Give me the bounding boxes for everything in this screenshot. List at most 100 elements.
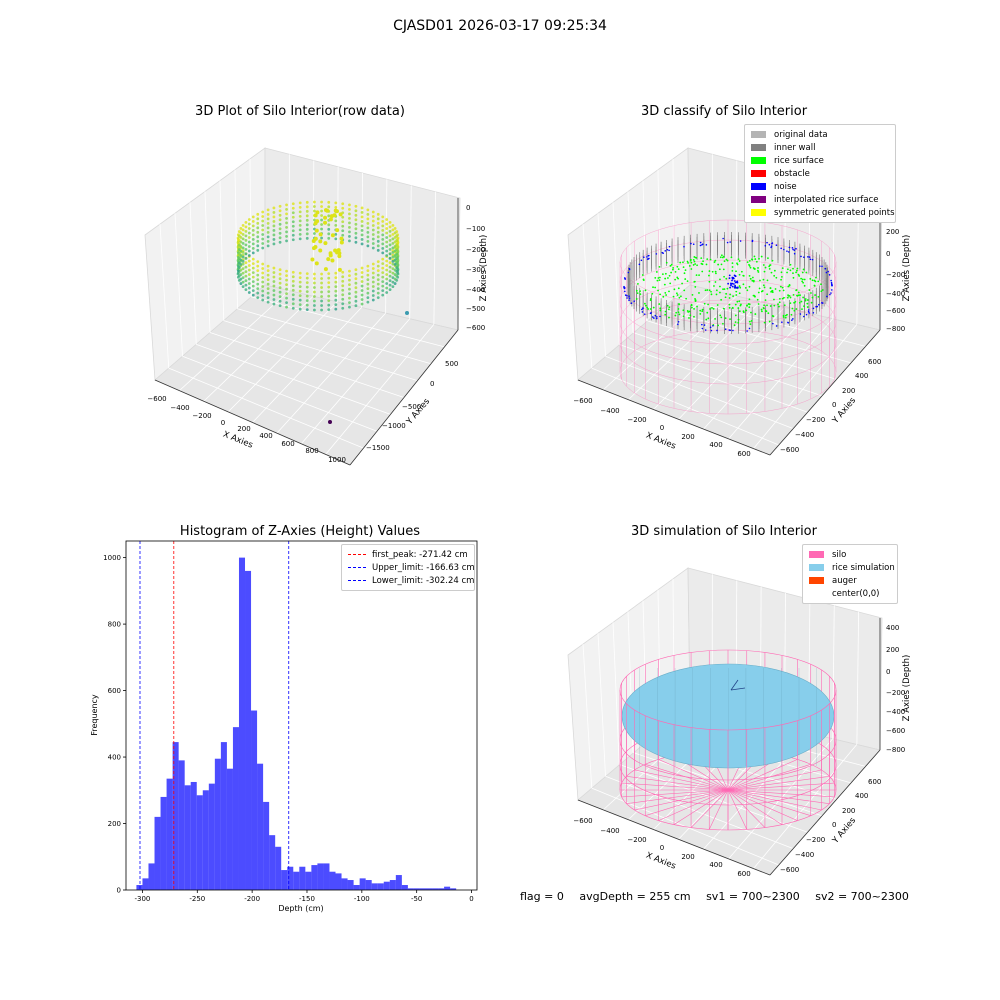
scatter-point [256,212,260,216]
rice-surface-point [716,304,719,306]
scatter-point [291,302,295,306]
rice-surface-point [719,314,722,317]
rice-surface-point [742,274,745,277]
noise-point [690,242,692,245]
rice-surface-point [806,299,809,301]
scatter-point [341,206,345,210]
scatter-point [251,284,255,288]
rice-surface-point [657,289,659,292]
scatter-point [305,227,309,231]
rice-surface-point [694,286,697,288]
scatter-point [285,305,288,309]
panel1-xtick: 0 [221,419,225,427]
scatter-point [323,241,328,246]
rice-surface-point [746,304,748,307]
scatter-point [354,304,358,308]
scatter-point [237,279,241,282]
rice-surface-point [674,314,677,317]
scatter-point [291,211,295,215]
scatter-point [385,254,389,257]
scatter-point [339,240,344,245]
rice-surface-point [801,278,804,281]
scatter-point [360,242,364,246]
scatter-point [360,211,364,214]
scatter-point [305,299,309,303]
scatter-point [285,207,288,211]
rice-surface-point [676,265,679,268]
panel1-ztick: −200 [466,246,485,254]
noise-point [818,303,820,306]
rice-surface-point [789,263,792,266]
noise-point [625,294,627,296]
scatter-point [348,301,351,305]
scatter-point [320,227,323,231]
rice-surface-point [752,267,755,269]
scatter-point [244,234,248,238]
noise-point [734,284,736,287]
histogram-bar [184,785,191,890]
scatter-point [334,206,338,209]
scatter-point [247,245,251,248]
noise-point [728,277,731,280]
scatter-point [272,266,276,270]
scatter-point [247,264,251,267]
rice-surface-point [712,307,715,310]
scatter-point [272,206,276,210]
rice-surface-point [763,270,766,273]
noise-point [710,329,713,332]
rice-surface-point [685,297,688,300]
rice-surface-point [808,289,811,291]
scatter-point [354,240,358,244]
scatter-point [341,279,345,283]
rice-surface-point [771,291,774,294]
scatter-point [354,277,358,281]
noise-point [775,325,778,327]
silo-floor-wire [621,789,729,798]
rice-surface-point [795,271,797,274]
panel4-ytick: 0 [832,821,836,829]
legend-label: noise [774,181,797,192]
noise-point [656,316,658,318]
rice-surface-point [742,283,745,286]
histogram-bar [425,888,433,890]
scatter-point [305,214,309,218]
scatter-point [334,307,338,311]
noise-point [781,321,783,324]
histogram-bar [136,885,143,890]
rice-surface-point [682,261,684,264]
scatter-point [366,278,370,282]
panel2-ztick: −600 [886,307,905,315]
scatter-point [327,299,331,303]
scatter-point [291,275,295,279]
rice-surface-point [770,271,773,274]
legend-entry: silo [809,548,891,561]
scatter-point [278,231,282,235]
scatter-point [261,267,265,270]
histogram-xtick: -150 [299,895,315,903]
rice-surface-point [784,316,787,319]
scatter-point [241,280,245,284]
scatter-point [360,284,364,288]
rice-surface-point [679,261,682,264]
rice-surface-point [682,315,685,318]
noise-point [830,292,832,294]
scatter-point [278,204,282,208]
noise-point [709,326,712,329]
rice-surface-point [656,279,659,282]
scatter-point [239,258,243,262]
noise-point [771,242,773,245]
rice-surface-point [735,294,738,296]
rice-surface-point [762,278,765,281]
rice-surface-point [764,299,767,302]
histogram-ytick: 1000 [103,554,121,562]
scatter-point [388,229,392,233]
noise-point [731,279,733,282]
rice-surface-point [792,267,794,270]
scatter-point [341,302,345,306]
rice-surface-point [644,289,647,292]
rice-surface-point [778,301,781,304]
rice-surface-point [724,317,727,320]
noise-point [730,284,732,287]
histogram-bar [172,742,179,890]
